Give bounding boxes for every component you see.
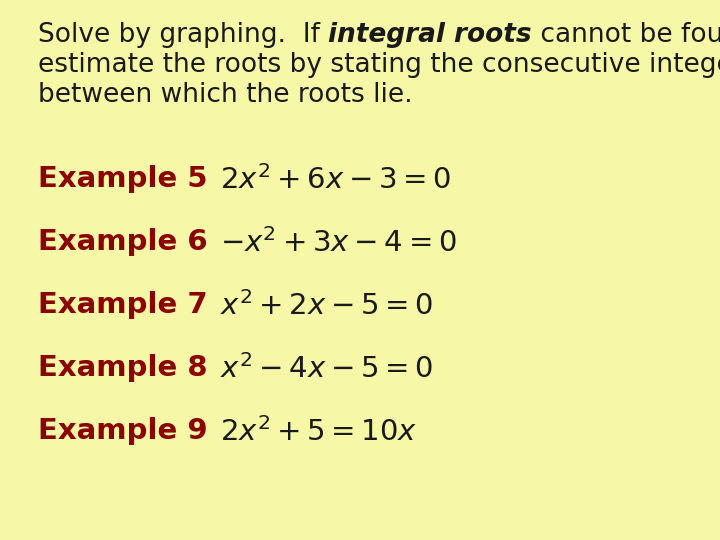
Text: $x^2+2x-5=0$: $x^2+2x-5=0$ <box>220 291 433 321</box>
Text: $x^2-4x-5=0$: $x^2-4x-5=0$ <box>220 354 433 384</box>
Text: Example 7: Example 7 <box>38 291 208 319</box>
Text: Example 5: Example 5 <box>38 165 207 193</box>
Text: $2x^2+5=10x$: $2x^2+5=10x$ <box>220 417 418 447</box>
Text: Example 9: Example 9 <box>38 417 207 445</box>
Text: estimate the roots by stating the consecutive integers: estimate the roots by stating the consec… <box>38 52 720 78</box>
Text: integral roots: integral roots <box>328 22 532 48</box>
Text: Example 8: Example 8 <box>38 354 207 382</box>
Text: Solve by graphing.  If: Solve by graphing. If <box>38 22 328 48</box>
Text: Example 6: Example 6 <box>38 228 207 256</box>
Text: cannot be found,: cannot be found, <box>532 22 720 48</box>
Text: $2x^2+6x-3=0$: $2x^2+6x-3=0$ <box>220 165 451 195</box>
Text: between which the roots lie.: between which the roots lie. <box>38 82 413 108</box>
Text: $-x^2+3x-4=0$: $-x^2+3x-4=0$ <box>220 228 456 258</box>
